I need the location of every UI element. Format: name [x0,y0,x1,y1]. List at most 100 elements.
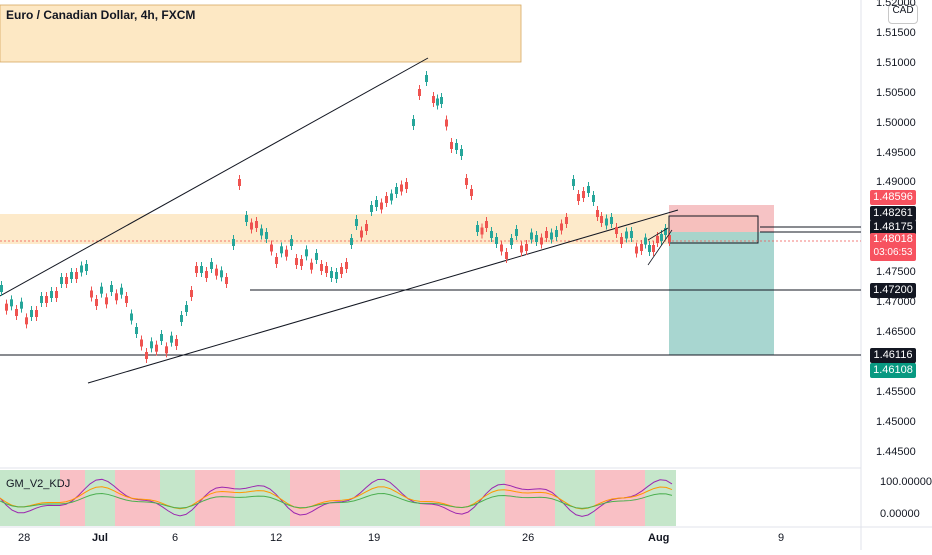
candle-body [375,200,378,207]
candle-body [80,265,83,273]
candle-body [150,341,153,349]
candle-body [644,237,647,245]
candle-body [35,310,38,317]
price-tick: 1.47500 [876,266,916,279]
candle-body [530,232,533,240]
candle-body [440,97,443,104]
candle-body [75,272,78,279]
kdj-j-line [0,478,673,517]
currency-label: CAD [892,5,914,16]
candle-body [185,305,188,312]
candle-body [412,119,415,126]
candle-body [480,227,484,235]
candle-body [465,178,468,185]
candle-body [620,237,623,244]
kdj-signal-band [160,470,195,526]
price-tag-value: 1.46108 [873,364,913,376]
candle-body [155,344,158,352]
candle-body [110,285,113,292]
price-tick: 1.45500 [876,385,916,398]
candle-body [165,346,168,354]
candle-body [560,223,563,231]
indicator-tick: 100.00000 [880,476,932,488]
candle-body [40,296,43,303]
candle-body [445,119,448,127]
kdj-signal-band [195,470,235,526]
candle-body [130,313,133,321]
candle-body [305,249,308,257]
candle-body [625,231,628,239]
candle-body [10,299,13,307]
candle-body [238,179,241,186]
candle-body [505,252,508,259]
kdj-signal-band [0,470,60,526]
candle-body [565,217,568,224]
candle-body [280,246,283,254]
candle-body [225,277,228,284]
price-tag: 1.46116 [870,348,916,363]
candle-body [476,225,479,232]
candle-body [290,239,293,246]
price-tag: 1.48175 [870,220,916,235]
candle-body [405,182,408,189]
candle-body [648,245,651,252]
candle-body [390,193,393,201]
candle-body [450,142,453,149]
candle-body [540,237,543,245]
candle-body [360,230,363,238]
candle-body [260,228,263,236]
indicator-name[interactable]: GM_V2_KDJ [6,478,71,490]
candle-body [65,277,68,284]
candle-body [255,221,258,228]
candle-body [460,149,463,156]
kdj-signal-band [555,470,595,526]
candle-body [525,244,528,251]
candle-body [30,310,33,317]
candle-body [300,259,303,266]
lower-trendline [87,209,679,384]
candle-body [370,205,373,212]
candle-body [140,339,143,347]
candle-body [664,228,667,235]
candle-body [510,238,513,245]
price-tag: 1.46108 [870,363,916,378]
candle-body [220,270,223,278]
price-tick: 1.51000 [876,56,916,69]
candle-body [145,352,148,359]
candle-body [550,232,553,240]
candle-body [610,217,613,224]
wedge-lower [647,229,673,266]
candle-body [315,253,318,260]
time-tick: Jul [92,532,108,544]
currency-badge[interactable]: CAD [888,4,918,24]
candle-body [325,266,328,273]
candle-body [436,98,439,106]
time-tick: 9 [778,532,785,544]
candle-body [596,210,599,217]
price-tag-value: 1.48018 [873,233,913,245]
candle-body [656,236,659,243]
kdj-signal-band [235,470,290,526]
candle-body [5,303,8,311]
candle-body [395,187,398,194]
candle-body [190,290,193,297]
candle-body [520,245,523,253]
candle-body [195,266,198,273]
upper-trendline [0,57,429,297]
time-tick: Aug [648,532,670,544]
kdj-signal-band [115,470,160,526]
candle-body [582,191,585,198]
entry-box [668,215,759,244]
time-tick: 12 [270,532,283,544]
candle-body [55,291,58,298]
price-tick: 1.50500 [876,86,916,99]
time-tick: 28 [18,532,31,544]
price-tick: 1.52000 [876,0,916,9]
candle-body [515,229,518,236]
candle-body [640,244,643,251]
candle-body [265,232,268,239]
candle-body [275,257,278,264]
price-tag-value: 1.48596 [873,191,913,203]
